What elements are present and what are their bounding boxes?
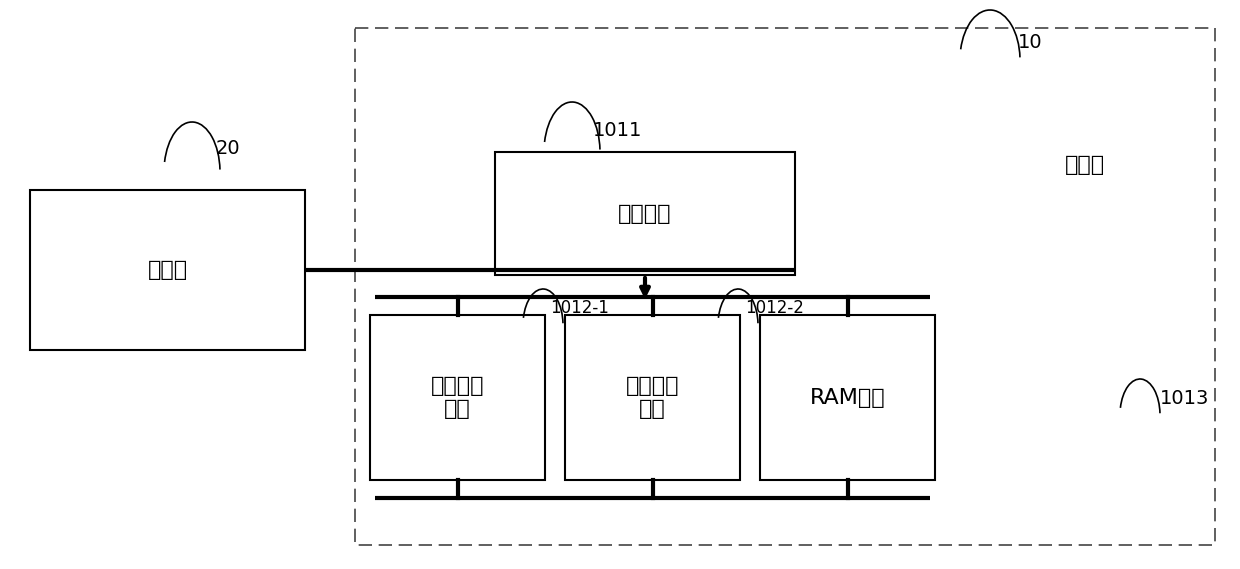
- Text: 10: 10: [1018, 32, 1043, 52]
- Bar: [495, 152, 795, 275]
- Bar: [30, 190, 305, 350]
- Text: 1011: 1011: [593, 121, 642, 139]
- Text: 单片机: 单片机: [1065, 155, 1105, 175]
- Text: 上位机: 上位机: [148, 260, 187, 280]
- Text: 20: 20: [216, 138, 241, 158]
- Bar: [355, 28, 1215, 545]
- Bar: [760, 315, 935, 480]
- Bar: [370, 315, 546, 480]
- Text: 1012-2: 1012-2: [745, 299, 804, 317]
- Bar: [565, 315, 740, 480]
- Text: 微处理器: 微处理器: [619, 204, 672, 224]
- Text: 1012-1: 1012-1: [551, 299, 609, 317]
- Text: 程序存储
区二: 程序存储 区二: [626, 376, 680, 419]
- Text: 程序存储
区一: 程序存储 区一: [430, 376, 485, 419]
- Text: 1013: 1013: [1159, 389, 1209, 407]
- Text: RAM区域: RAM区域: [810, 387, 885, 407]
